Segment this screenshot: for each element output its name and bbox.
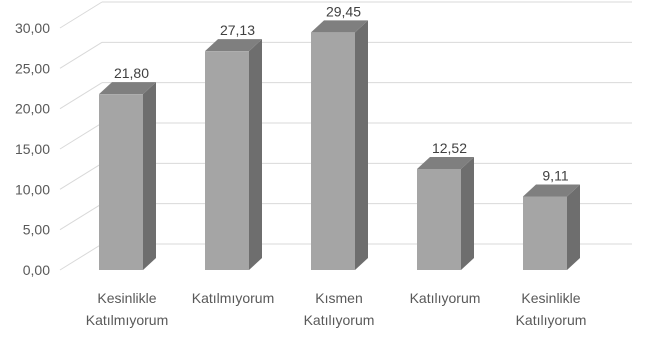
y-tick-label: 20,00 [15, 101, 50, 117]
bar-front [417, 169, 461, 270]
x-category-label: Kesinlikle Katılmıyorum [86, 290, 168, 328]
data-label: 29,45 [326, 3, 361, 19]
x-category-label: Kesinlikle Katılıyorum [516, 290, 587, 328]
x-category-label: Katılıyorum [410, 290, 481, 306]
gridline-depth [59, 162, 103, 190]
x-category-label: Kısmen Katılıyorum [304, 290, 375, 328]
bar [417, 157, 474, 270]
y-axis-ticks: 0,00 5,00 10,00 15,00 20,00 25,00 30,00 [15, 20, 50, 278]
bar-side [567, 184, 580, 270]
gridline-depth [59, 203, 103, 231]
bar-top [99, 82, 156, 95]
bar-top [311, 20, 368, 33]
bar-top [205, 39, 262, 52]
y-tick-label: 0,00 [23, 262, 50, 278]
bar-top [417, 157, 474, 170]
y-tick-label: 15,00 [15, 141, 50, 157]
y-tick-label: 25,00 [15, 60, 50, 76]
y-tick-label: 30,00 [15, 20, 50, 36]
y-tick-label: 5,00 [23, 222, 50, 238]
gridline-depth [59, 122, 103, 150]
bar [99, 82, 156, 270]
gridline-depth [59, 41, 103, 69]
x-axis-labels: Kesinlikle Katılmıyorum Katılmıyorum Kısmen… [86, 290, 587, 328]
data-label: 9,11 [542, 168, 568, 184]
gridline-depth [59, 1, 103, 29]
data-labels: 21,80 27,13 29,45 12,52 9,11 [114, 3, 569, 183]
x-category-label: Katılmıyorum [192, 290, 274, 306]
bar [205, 39, 262, 270]
bar-front [99, 94, 143, 270]
bar-front [205, 51, 249, 270]
data-label: 27,13 [220, 22, 255, 38]
bar-side [461, 157, 474, 270]
bar-front [311, 32, 355, 270]
gridline-depth [59, 82, 103, 110]
bars [99, 20, 580, 271]
bar-front [523, 196, 567, 270]
bar-side [143, 82, 156, 270]
bar-side [355, 20, 368, 271]
bar [311, 20, 368, 271]
bar [523, 184, 580, 270]
bar-top [523, 184, 580, 197]
gridline-depth [59, 243, 103, 271]
data-label: 21,80 [114, 65, 149, 81]
bar-side [249, 39, 262, 270]
data-label: 12,52 [432, 140, 467, 156]
y-tick-label: 10,00 [15, 181, 50, 197]
